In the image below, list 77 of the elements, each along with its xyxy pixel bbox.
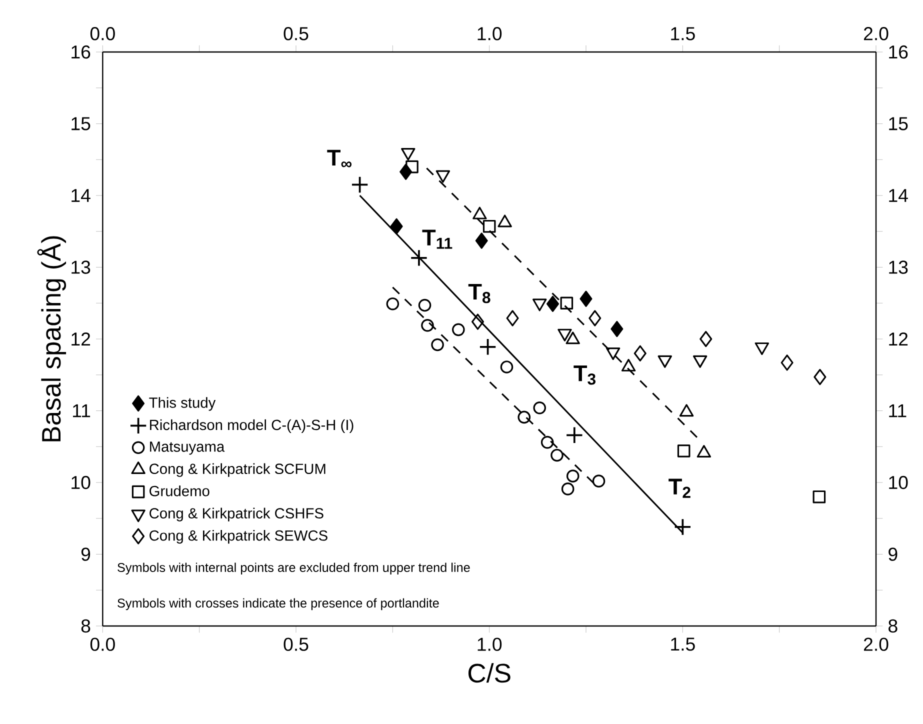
legend-label: Cong & Kirkpatrick SCFUM (150, 463, 326, 477)
point (812, 490, 826, 504)
annotation: T$_{11}$ (422, 230, 452, 249)
y2-tick-label: 12 (889, 332, 908, 346)
legend-label: Cong & Kirkpatrick SEWCS (150, 530, 328, 544)
point (610, 320, 624, 338)
x-tick-label: 1.5 (671, 638, 695, 651)
point (814, 368, 826, 386)
legend-label: This study (149, 397, 216, 411)
point (506, 310, 519, 326)
y2-tick-label: 15 (889, 117, 908, 130)
point (588, 310, 602, 326)
point (540, 436, 554, 449)
legend-label: Grudemo (150, 486, 210, 496)
y-tick-label: 10 (72, 476, 90, 490)
x-tick-label: 1.0 (478, 638, 502, 651)
y-tick-label: 16 (72, 45, 90, 59)
x2-tick-label: 0.0 (90, 27, 115, 40)
point (431, 338, 444, 352)
point (550, 448, 564, 462)
point (546, 296, 560, 312)
point (500, 360, 514, 374)
x-axis-title: C/S (468, 663, 510, 683)
point (634, 345, 646, 362)
x-tick-label: 2.0 (864, 638, 888, 651)
y2-tick-label: 9 (888, 548, 898, 561)
point (410, 249, 428, 267)
point (479, 338, 497, 356)
point (592, 474, 606, 488)
y2-tick-label: 8 (888, 619, 898, 633)
y-tick-label: 11 (73, 404, 90, 418)
x2-tick-label: 1.5 (671, 27, 695, 40)
point (518, 410, 531, 424)
x2-tick-label: 1.0 (478, 27, 502, 40)
point (561, 482, 574, 496)
point (780, 354, 794, 371)
y-tick-label: 9 (81, 548, 90, 561)
point (566, 470, 580, 482)
y-tick-label: 8 (81, 619, 90, 633)
x2-tick-label: 2.0 (864, 27, 888, 40)
point (533, 401, 546, 414)
point (566, 426, 584, 444)
y-tick-label: 12 (72, 332, 90, 346)
point (482, 220, 496, 233)
y-tick-label: 15 (72, 117, 90, 130)
x-tick-label: 0.5 (284, 638, 308, 651)
point (421, 318, 434, 332)
annotation: T$_{3}$ (574, 366, 596, 385)
point (471, 314, 484, 330)
point (418, 298, 432, 312)
annotation: T$_{8}$ (468, 284, 490, 304)
point (475, 232, 488, 249)
annotation: T$_{2}$ (668, 478, 690, 498)
point (700, 330, 712, 348)
point (580, 290, 592, 307)
point (386, 297, 400, 310)
point (677, 444, 690, 458)
y2-tick-label: 11 (889, 404, 906, 418)
point (390, 218, 403, 234)
annotation: Symbols with internal points are excluded from upper trend line (118, 562, 470, 575)
annotation: T$_{∞}$ (327, 150, 352, 168)
y2-tick-label: 13 (889, 260, 908, 274)
point (406, 160, 418, 174)
annotation: Symbols with crosses indicate the presence of portlandite (118, 598, 439, 610)
y-axis-title: Basal spacing (Å) (37, 236, 66, 442)
point (560, 296, 574, 310)
legend-label: Richardson model C-(A)-S-H (I) (150, 419, 354, 434)
y-tick-label: 13 (72, 260, 90, 274)
y2-tick-label: 16 (889, 45, 908, 59)
legend-label: Matsuyama (150, 442, 225, 455)
y-tick-label: 14 (72, 189, 90, 202)
x-tick-label: 0.0 (90, 638, 115, 651)
x2-tick-label: 0.5 (284, 27, 308, 40)
point (452, 323, 465, 336)
y2-tick-label: 14 (889, 189, 908, 202)
legend-label: Cong & Kirkpatrick CSHFS (150, 508, 324, 522)
y2-tick-label: 10 (889, 476, 908, 490)
